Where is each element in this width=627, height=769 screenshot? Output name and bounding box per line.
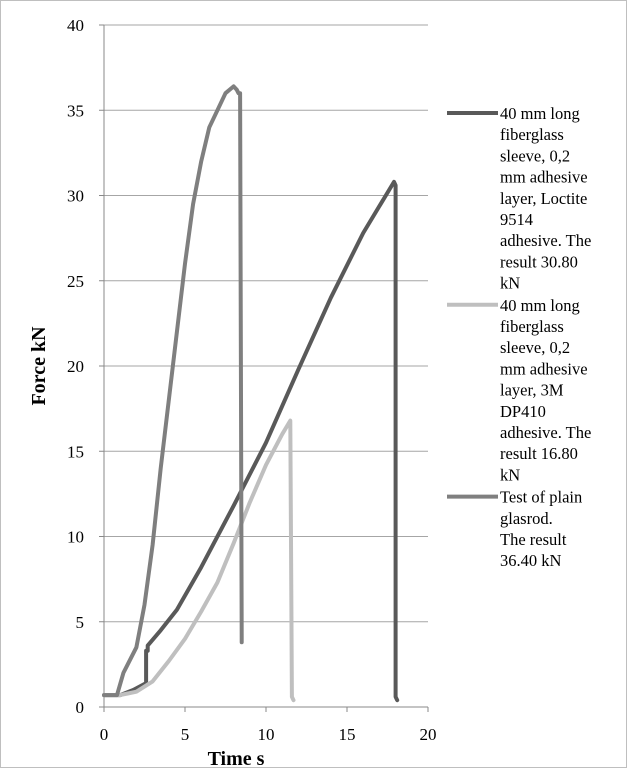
legend-item-2: 40 mm long fiberglass sleeve, 0,2 mm adhesi… bbox=[447, 296, 591, 484]
legend-label-line: mm adhesive bbox=[500, 359, 588, 378]
legend-label-line: kN bbox=[500, 274, 520, 293]
axes bbox=[99, 24, 429, 712]
x-tick-label: 15 bbox=[339, 725, 356, 744]
y-tick-label: 15 bbox=[67, 442, 84, 461]
tick-labels: 0 5 10 15 20 25 30 35 40 0 5 10 15 20 bbox=[67, 16, 437, 744]
legend-label-line: fiberglass bbox=[500, 317, 564, 336]
legend-item-1: 40 mm long fiberglass sleeve, 0,2 mm adhesi… bbox=[447, 104, 591, 293]
legend-label-line: 36.40 kN bbox=[500, 551, 562, 570]
series-line-3 bbox=[102, 84, 244, 698]
legend-label-line: glasrod. bbox=[500, 509, 553, 528]
y-axis-title: Force kN bbox=[28, 326, 50, 406]
legend-label-line: mm adhesive bbox=[500, 168, 588, 187]
x-tick-label: 20 bbox=[420, 725, 437, 744]
y-tick-label: 30 bbox=[67, 187, 84, 206]
legend-label-line: adhesive. The bbox=[500, 231, 591, 250]
series-line-2 bbox=[102, 418, 296, 703]
legend-item-3: Test of plain glasrod. The result 36.40 kN bbox=[447, 488, 582, 570]
x-tick-label: 5 bbox=[181, 725, 190, 744]
legend-label-line: sleeve, 0,2 bbox=[500, 146, 570, 165]
gridlines bbox=[104, 24, 428, 708]
y-tick-label: 35 bbox=[67, 101, 84, 120]
legend-label-line: layer, Loctite bbox=[500, 189, 587, 208]
y-tick-label: 20 bbox=[67, 357, 84, 376]
legend-label-line: 40 mm long bbox=[500, 104, 580, 123]
x-tick-label: 10 bbox=[258, 725, 275, 744]
legend-label-line: adhesive. The bbox=[500, 423, 591, 442]
y-tick-label: 0 bbox=[76, 698, 85, 717]
legend-label-line: DP410 bbox=[500, 402, 546, 421]
y-tick-label: 10 bbox=[67, 528, 84, 547]
legend-label-line: kN bbox=[500, 465, 520, 484]
legend-label-line: layer, 3M bbox=[500, 381, 564, 400]
legend-label-line: result 30.80 bbox=[500, 252, 578, 271]
legend-label-line: sleeve, 0,2 bbox=[500, 338, 570, 357]
series-line-1 bbox=[102, 179, 400, 703]
legend: 40 mm long fiberglass sleeve, 0,2 mm adhesi… bbox=[447, 104, 591, 570]
legend-label-line: 40 mm long bbox=[500, 296, 580, 315]
legend-label-line: result 16.80 bbox=[500, 444, 578, 463]
legend-label-line: The result bbox=[500, 530, 567, 549]
series-lines bbox=[102, 84, 400, 703]
legend-label-line: fiberglass bbox=[500, 125, 564, 144]
legend-label-line: Test of plain bbox=[500, 488, 582, 507]
y-tick-label: 5 bbox=[76, 613, 85, 632]
x-axis-title: Time s bbox=[208, 748, 265, 769]
legend-label-line: 9514 bbox=[500, 210, 533, 229]
y-tick-label: 25 bbox=[67, 272, 84, 291]
x-tick-label: 0 bbox=[100, 725, 109, 744]
y-tick-label: 40 bbox=[67, 16, 84, 35]
